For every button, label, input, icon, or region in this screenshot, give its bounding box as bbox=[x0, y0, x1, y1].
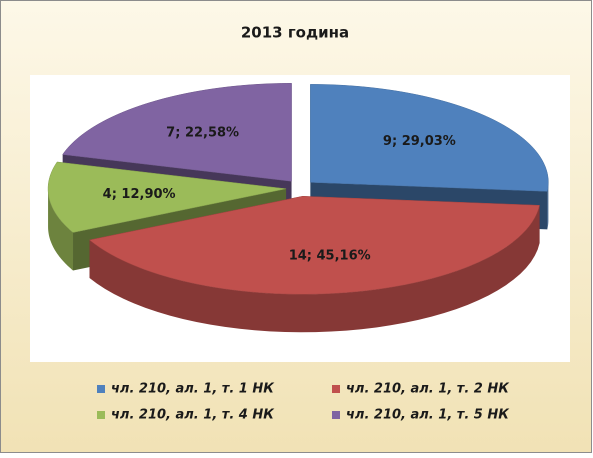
legend-label: чл. 210, ал. 1, т. 4 НК bbox=[111, 408, 275, 423]
legend-label: чл. 210, ал. 1, т. 2 НК bbox=[346, 382, 510, 397]
slice-top bbox=[88, 196, 540, 295]
legend-swatch bbox=[332, 385, 340, 393]
legend-swatch bbox=[97, 385, 105, 393]
slice-top bbox=[310, 84, 549, 192]
legend-label: чл. 210, ал. 1, т. 1 НК bbox=[111, 382, 275, 397]
data-label: 14; 45,16% bbox=[289, 248, 371, 263]
legend: чл. 210, ал. 1, т. 1 НК чл. 210, ал. 1, т… bbox=[97, 382, 510, 423]
slice-top bbox=[62, 83, 292, 182]
slice-side bbox=[48, 188, 74, 271]
pie-slice bbox=[88, 196, 540, 333]
data-label: 4; 12,90% bbox=[103, 187, 176, 202]
legend-swatch bbox=[97, 411, 105, 419]
slice-side bbox=[89, 205, 540, 333]
legend-swatch bbox=[332, 411, 340, 419]
data-label: 9; 29,03% bbox=[383, 134, 456, 149]
slice-top bbox=[47, 161, 287, 233]
data-label: 7; 22,58% bbox=[166, 125, 239, 140]
legend-label: чл. 210, ал. 1, т. 5 НК bbox=[346, 408, 510, 423]
slice-side bbox=[547, 182, 549, 230]
chart-title: 2013 година bbox=[241, 24, 349, 42]
pie: 7; 22,58% 9; 29,03% 4; 12,90% 14; 45,16% bbox=[47, 83, 549, 333]
